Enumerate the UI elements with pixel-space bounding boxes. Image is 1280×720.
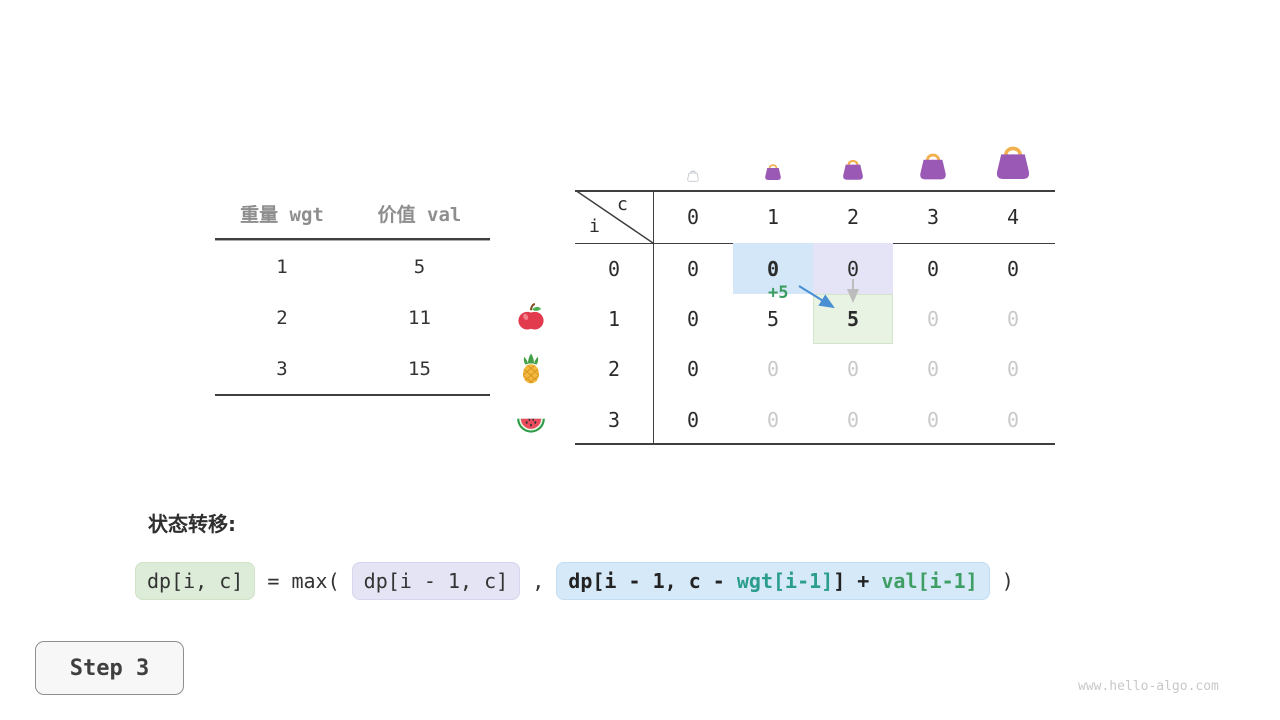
- formula-option1: dp[i - 1, c]: [351, 562, 521, 600]
- weight-column-header: 重量 wgt: [240, 203, 324, 226]
- col-header-4: 4: [1006, 204, 1020, 229]
- item-weight: 3: [276, 357, 288, 380]
- pineapple-icon: [515, 353, 547, 385]
- formula-option2-mid: ] +: [833, 569, 882, 593]
- item-weight: 2: [276, 306, 288, 329]
- dp-cell-0-3: 0: [926, 256, 940, 281]
- transition-title: 状态转移:: [148, 512, 236, 536]
- dp-cell-1-1: 5: [766, 307, 780, 331]
- divider: [215, 240, 490, 241]
- dp-cell-1-0: 0: [686, 307, 700, 331]
- item-weight: 1: [276, 255, 288, 278]
- handbag-icon: [763, 162, 783, 185]
- divider: [575, 443, 1055, 445]
- empty-handbag-icon: [686, 167, 700, 186]
- formula-lhs: dp[i, c]: [135, 562, 256, 600]
- dp-cell-2-2: 0: [846, 357, 860, 381]
- formula-comma: ,: [520, 569, 557, 593]
- formula-eq-max: = max(: [255, 569, 352, 593]
- row-header-2: 2: [607, 357, 621, 381]
- dp-cell-1-4: 0: [1006, 307, 1020, 331]
- formula-option2-val: val[i-1]: [881, 569, 978, 593]
- dp-cell-3-2: 0: [846, 407, 860, 432]
- dp-cell-2-0: 0: [686, 357, 700, 381]
- row-header-1: 1: [607, 307, 621, 331]
- step-badge: Step 3: [35, 641, 184, 695]
- handbag-icon: [992, 142, 1034, 185]
- dp-cell-3-4: 0: [1006, 407, 1020, 432]
- formula-option2-prefix: dp[i - 1, c -: [568, 569, 737, 593]
- watermark: www.hello-algo.com: [1078, 679, 1219, 694]
- dp-table: c i 0 1 2 3 4 0 1 2 3 0 0 0 0 0 0 5 5 0 …: [575, 190, 1055, 445]
- dp-cell-2-1: 0: [766, 357, 780, 381]
- corner-col-label: c: [617, 194, 628, 215]
- row-header-3: 3: [607, 407, 621, 432]
- divider: [575, 190, 1055, 192]
- dp-cell-0-2: 0: [813, 243, 893, 294]
- divider: [653, 190, 654, 445]
- divider: [215, 238, 490, 240]
- divider: [215, 394, 490, 396]
- apple-icon: [515, 302, 547, 334]
- corner-diagonal: [575, 190, 653, 243]
- dp-cell-3-3: 0: [926, 407, 940, 432]
- formula-close: ): [989, 569, 1014, 593]
- dp-cell-2-4: 0: [1006, 357, 1020, 381]
- item-value: 15: [408, 357, 431, 380]
- item-row-2: 2 11: [215, 292, 490, 343]
- transition-formula: dp[i, c] = max( dp[i - 1, c] , dp[i - 1,…: [135, 558, 1014, 604]
- watermelon-icon: [515, 407, 547, 439]
- col-header-2: 2: [846, 204, 860, 229]
- dp-cell-0-0: 0: [686, 256, 700, 281]
- items-table-header: 重量 wgt 价值 val: [215, 188, 490, 238]
- handbag-icon: [840, 157, 866, 185]
- col-header-0: 0: [686, 204, 700, 229]
- dp-cell-1-3: 0: [926, 307, 940, 331]
- col-header-1: 1: [766, 204, 780, 229]
- dp-cell-2-3: 0: [926, 357, 940, 381]
- formula-option2-wgt: wgt[i-1]: [736, 569, 834, 593]
- item-value: 5: [413, 255, 426, 278]
- handbag-icon: [916, 150, 950, 185]
- dp-cell-1-2: 5: [813, 294, 893, 344]
- item-value: 11: [408, 306, 431, 329]
- item-row-1: 1 5: [215, 241, 490, 292]
- dp-cell-0-4: 0: [1006, 256, 1020, 281]
- formula-option2: dp[i - 1, c - wgt[i-1]] + val[i-1]: [556, 562, 990, 600]
- dp-cell-3-1: 0: [766, 407, 780, 432]
- corner-row-label: i: [589, 216, 600, 237]
- row-header-0: 0: [607, 256, 621, 281]
- items-table: 重量 wgt 价值 val wgt[i-1] val[i-1] 1 5 2 11…: [215, 188, 490, 396]
- value-column-header: 价值 val: [377, 203, 462, 226]
- item-row-3: 3 15: [215, 343, 490, 394]
- dp-cell-3-0: 0: [686, 407, 700, 432]
- col-header-3: 3: [926, 204, 940, 229]
- arrow-value-label: +5: [768, 283, 789, 303]
